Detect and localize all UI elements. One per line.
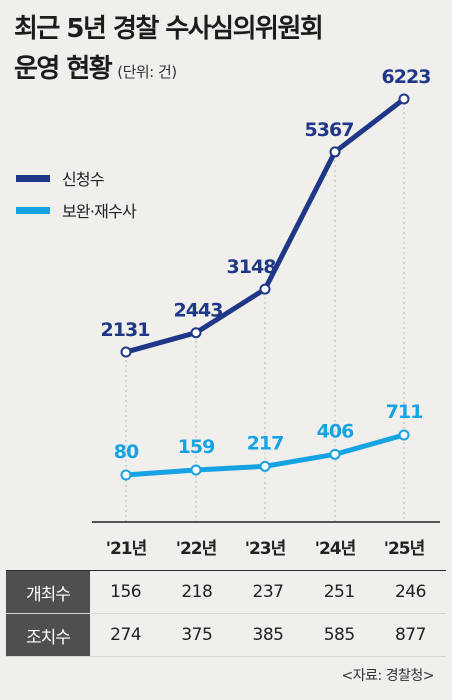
data-label-series1: 2131 (101, 319, 150, 341)
data-point-series1 (398, 93, 410, 105)
title-block: 최근 5년 경찰 수사심의위원회 운영 현황 (단위: 건) (14, 8, 324, 91)
legend-swatch-series2 (16, 206, 50, 214)
table-cell: 237 (252, 582, 284, 602)
x-tick-label: '22년 (176, 539, 217, 559)
table-cell: 375 (181, 625, 213, 645)
x-tick-label: '21년 (106, 539, 147, 559)
legend-label-series2: 보완·재수사 (62, 202, 137, 221)
chart-title: 최근 5년 경찰 수사심의위원회 (14, 14, 324, 44)
data-label-series2: 217 (247, 432, 284, 454)
table-cell: 877 (394, 625, 426, 645)
table-cell: 246 (394, 582, 426, 602)
data-label-series1: 6223 (382, 66, 431, 88)
x-tick-label: '23년 (245, 539, 286, 559)
data-point-series1 (259, 283, 271, 295)
stats-table: 개최수 156 218 237 251 246 조치수 274 375 385 … (6, 570, 446, 657)
legend-item-series2: 보완·재수사 (16, 194, 137, 226)
table-row: 개최수 156 218 237 251 246 (6, 570, 446, 614)
table-cell: 156 (110, 582, 142, 602)
source-note: <자료: 경찰청> (341, 668, 434, 684)
data-point-series2 (259, 460, 271, 472)
x-tick-label: '25년 (384, 539, 425, 559)
table-cell: 385 (252, 625, 284, 645)
table-row: 조치수 274 375 385 585 877 (6, 614, 446, 657)
legend: 신청수 보완·재수사 (16, 162, 137, 226)
table-cell: 274 (110, 625, 142, 645)
data-point-series2 (329, 448, 341, 460)
data-label-series2: 406 (317, 420, 354, 442)
data-point-series1 (329, 146, 341, 158)
chart-subtitle: 운영 현황 (14, 54, 113, 84)
unit-label: (단위: 건) (117, 63, 177, 81)
data-label-series2: 80 (114, 441, 139, 463)
legend-item-series1: 신청수 (16, 162, 136, 194)
data-point-series2 (190, 464, 202, 476)
table-cell: 251 (323, 582, 355, 602)
data-point-series2 (398, 429, 410, 441)
table-cell: 585 (323, 625, 355, 645)
legend-swatch-series1 (16, 174, 50, 182)
data-label-series2: 711 (386, 401, 423, 423)
data-label-series2: 159 (178, 436, 215, 458)
table-row-header: 개최수 (6, 571, 90, 613)
table-row-header: 조치수 (6, 614, 90, 656)
data-label-series1: 5367 (305, 119, 354, 141)
data-point-series1 (120, 346, 132, 358)
legend-label-series1: 신청수 (62, 170, 105, 189)
data-label-series1: 3148 (227, 256, 277, 278)
subtitle-line: 운영 현황 (단위: 건) (14, 50, 322, 91)
data-label-series1: 2443 (174, 300, 223, 322)
data-point-series2 (120, 469, 132, 481)
data-point-series1 (190, 327, 202, 339)
table-cell: 218 (181, 582, 213, 602)
x-tick-label: '24년 (315, 539, 356, 559)
